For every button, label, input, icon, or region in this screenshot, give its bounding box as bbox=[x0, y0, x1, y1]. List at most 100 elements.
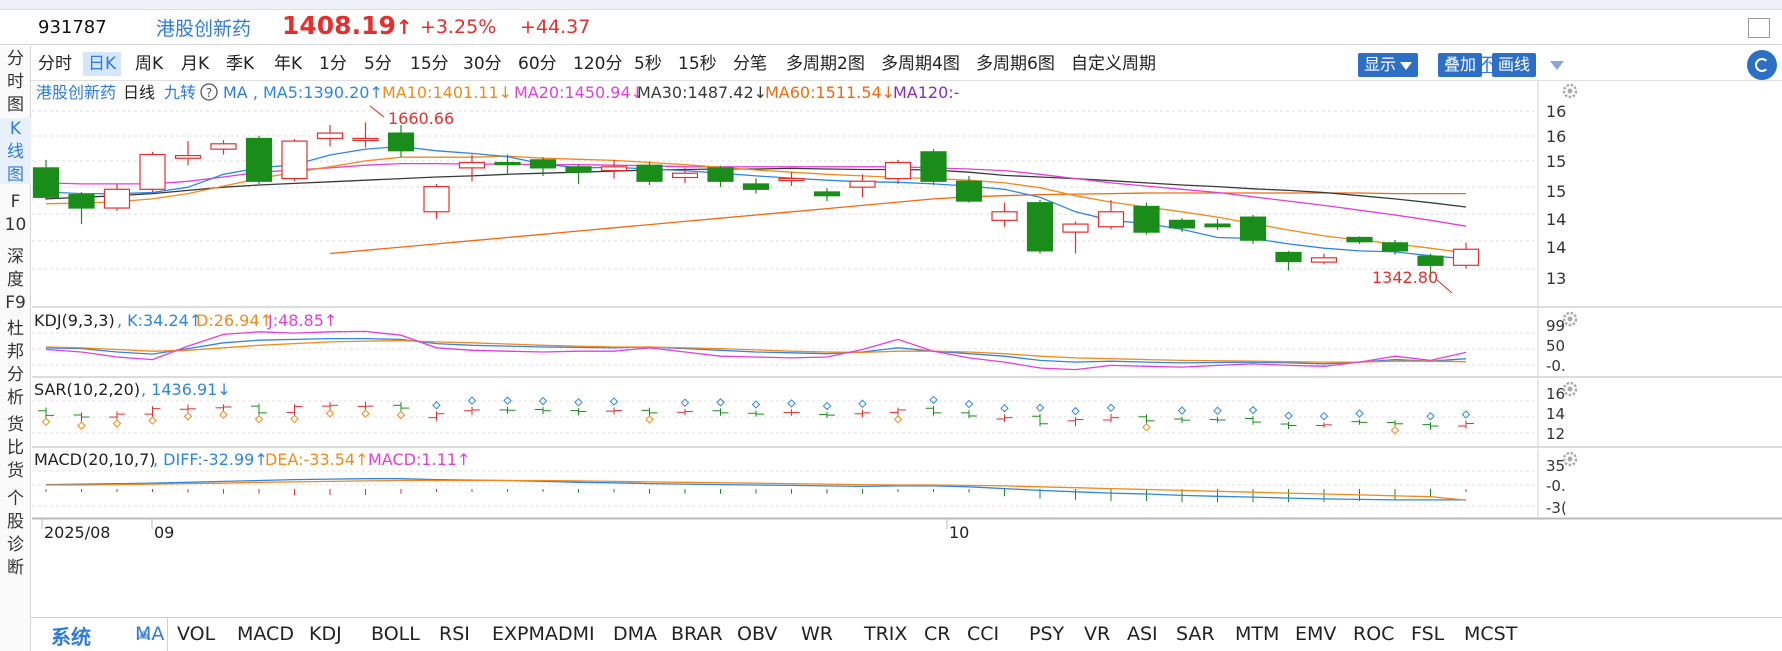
refresh-icon[interactable] bbox=[1747, 50, 1777, 80]
chevron-up-icon[interactable] bbox=[137, 630, 151, 639]
indicator-tab[interactable]: BOLL bbox=[371, 623, 420, 645]
candle[interactable] bbox=[352, 137, 379, 142]
candle[interactable] bbox=[1062, 223, 1089, 233]
candle[interactable] bbox=[458, 161, 486, 169]
candle[interactable] bbox=[742, 183, 770, 190]
indicator-tab[interactable]: MCST bbox=[1464, 623, 1518, 645]
candle[interactable] bbox=[1310, 257, 1338, 263]
period-tab[interactable]: 120分 bbox=[573, 54, 623, 74]
candle[interactable] bbox=[778, 177, 805, 182]
period-tab[interactable]: 5分 bbox=[364, 54, 392, 74]
indicator-tab[interactable]: MA bbox=[135, 623, 165, 645]
period-tab[interactable]: 60分 bbox=[518, 54, 557, 74]
period-tab[interactable]: 30分 bbox=[463, 54, 502, 74]
period-tab[interactable]: 月K bbox=[181, 54, 210, 74]
system-menu[interactable]: 系统 bbox=[51, 625, 91, 649]
candle[interactable] bbox=[1452, 248, 1480, 266]
indicator-tab[interactable]: KDJ bbox=[309, 623, 342, 645]
left-nav-item[interactable]: 货比货 bbox=[7, 415, 24, 481]
period-tab[interactable]: 日K bbox=[83, 52, 122, 76]
indicator-tab[interactable]: CCI bbox=[967, 623, 1000, 645]
indicator-tab[interactable]: DMA bbox=[613, 623, 658, 645]
period-tab[interactable]: 多周期2图 bbox=[786, 54, 865, 74]
period-tab[interactable]: 季K bbox=[226, 54, 255, 74]
indicator-tab[interactable]: ROC bbox=[1353, 623, 1395, 645]
gear-icon[interactable] bbox=[1562, 311, 1578, 327]
period-tab[interactable]: 5秒 bbox=[634, 54, 662, 74]
candle[interactable] bbox=[884, 161, 912, 180]
period-tab[interactable]: 年K bbox=[274, 54, 303, 74]
candle[interactable] bbox=[1097, 211, 1125, 228]
indicator-tab[interactable]: RSI bbox=[439, 623, 470, 645]
candle[interactable] bbox=[1204, 223, 1231, 228]
candle[interactable] bbox=[494, 161, 521, 166]
candle[interactable] bbox=[32, 167, 60, 198]
candle[interactable] bbox=[600, 166, 628, 172]
indicator-tab[interactable]: DMI bbox=[558, 623, 595, 645]
candle[interactable] bbox=[707, 167, 734, 182]
candle[interactable] bbox=[210, 143, 237, 150]
indicator-tab[interactable]: WR bbox=[801, 623, 833, 645]
stock-name[interactable]: 港股创新药 bbox=[156, 17, 252, 40]
window-checkbox[interactable] bbox=[1748, 18, 1770, 38]
indicator-tab[interactable]: TRIX bbox=[864, 623, 908, 645]
period-tab[interactable]: 周K bbox=[135, 54, 164, 74]
candle[interactable] bbox=[920, 151, 947, 182]
left-nav-item[interactable]: F 10 bbox=[4, 192, 27, 235]
candle[interactable] bbox=[103, 188, 131, 209]
candle[interactable] bbox=[1417, 255, 1444, 266]
candle[interactable] bbox=[1239, 216, 1267, 241]
indicator-tab[interactable]: MTM bbox=[1235, 623, 1280, 645]
period-tab[interactable]: 15分 bbox=[410, 54, 449, 74]
period-tab[interactable]: 15秒 bbox=[678, 54, 717, 74]
indicator-tab[interactable]: CR bbox=[924, 623, 951, 645]
indicator-tab[interactable]: OBV bbox=[737, 623, 778, 645]
candle[interactable] bbox=[1133, 205, 1160, 233]
candle[interactable] bbox=[387, 132, 415, 152]
gear-icon[interactable] bbox=[1562, 381, 1578, 397]
indicator-tab[interactable]: PSY bbox=[1029, 623, 1065, 645]
indicator-tab[interactable]: FSL bbox=[1411, 623, 1445, 645]
candle[interactable] bbox=[1346, 236, 1373, 243]
candle[interactable] bbox=[955, 180, 983, 202]
period-tab[interactable]: 1分 bbox=[319, 54, 347, 74]
chevron-down-icon[interactable] bbox=[1550, 61, 1564, 70]
gear-icon[interactable] bbox=[1562, 83, 1578, 99]
period-tab[interactable]: 分笔 bbox=[733, 54, 767, 74]
left-nav-item[interactable]: 杜邦分析 bbox=[7, 319, 24, 408]
period-tab[interactable]: 多周期4图 bbox=[881, 54, 960, 74]
candle[interactable] bbox=[813, 191, 841, 197]
indicator-tab[interactable]: VOL bbox=[177, 623, 216, 645]
period-tab[interactable]: 自定义周期 bbox=[1071, 54, 1156, 74]
candle[interactable] bbox=[671, 172, 699, 179]
candle[interactable] bbox=[991, 211, 1018, 221]
candle[interactable] bbox=[1381, 242, 1409, 252]
candle[interactable] bbox=[281, 140, 308, 180]
candle[interactable] bbox=[1026, 202, 1054, 252]
candle[interactable] bbox=[316, 132, 344, 140]
period-tab[interactable]: 分时 bbox=[38, 54, 72, 74]
draw-line-button[interactable]: 画线 bbox=[1492, 53, 1537, 77]
candle[interactable] bbox=[849, 180, 876, 188]
indicator-tab[interactable]: EXPMA bbox=[492, 623, 558, 645]
indicator-tab[interactable]: ASI bbox=[1127, 623, 1158, 645]
candle[interactable] bbox=[423, 186, 450, 213]
gear-icon[interactable] bbox=[1562, 451, 1578, 467]
candle[interactable] bbox=[174, 154, 202, 159]
candle[interactable] bbox=[1168, 219, 1196, 229]
candle[interactable] bbox=[529, 159, 557, 169]
help-icon[interactable] bbox=[200, 83, 218, 101]
indicator-tab[interactable]: EMV bbox=[1295, 623, 1337, 645]
candle[interactable] bbox=[1275, 251, 1302, 263]
candle[interactable] bbox=[636, 164, 663, 182]
left-nav-item[interactable]: 分时图 bbox=[7, 49, 24, 115]
indicator-tab[interactable]: BRAR bbox=[671, 623, 723, 645]
candle[interactable] bbox=[68, 194, 95, 209]
candle[interactable] bbox=[565, 166, 592, 173]
indicator-tab[interactable]: VR bbox=[1084, 623, 1111, 645]
display-button[interactable]: 显示 bbox=[1358, 53, 1419, 77]
left-nav-item[interactable]: 深度 F9 bbox=[5, 247, 26, 313]
left-nav-item[interactable]: 个股诊断 bbox=[7, 489, 24, 578]
indicator-tab[interactable]: MACD bbox=[237, 623, 294, 645]
